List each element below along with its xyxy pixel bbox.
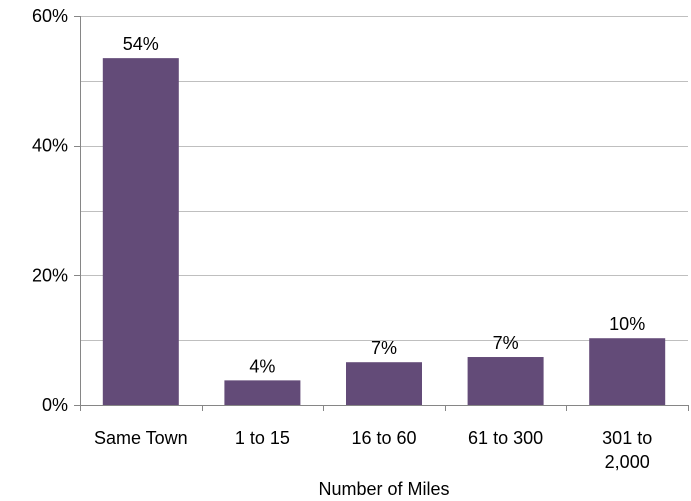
x-axis-title: Number of Miles [318,479,449,499]
y-tick-label: 40% [32,136,68,156]
bar-2 [224,380,301,405]
bar-4 [467,357,544,405]
bars [102,58,666,406]
category-label: 301 to 2,000 [602,428,652,472]
category-label: 61 to 300 [468,428,543,448]
bar-3 [346,362,422,405]
category-labels: Same Town 1 to 15 16 to 60 61 to 300 301 to 2… [94,428,652,472]
bar-1 [102,58,179,406]
gridlines [80,16,688,341]
y-tick-labels: 0% 20% 40% 60% [32,6,68,415]
axes [74,16,689,411]
data-label: 54% [123,34,159,54]
data-label: 7% [493,333,519,353]
data-label: 7% [371,338,397,358]
y-tick-label: 0% [42,395,68,415]
category-label: 1 to 15 [235,428,290,448]
y-tick-label: 20% [32,265,68,285]
data-label: 4% [249,356,275,376]
category-label: Same Town [94,428,188,448]
data-label: 10% [609,314,645,334]
data-labels: 54% 4% 7% 7% 10% [123,34,645,376]
category-label: 16 to 60 [351,428,416,448]
bar-5 [589,338,666,405]
y-tick-label: 60% [32,6,68,26]
